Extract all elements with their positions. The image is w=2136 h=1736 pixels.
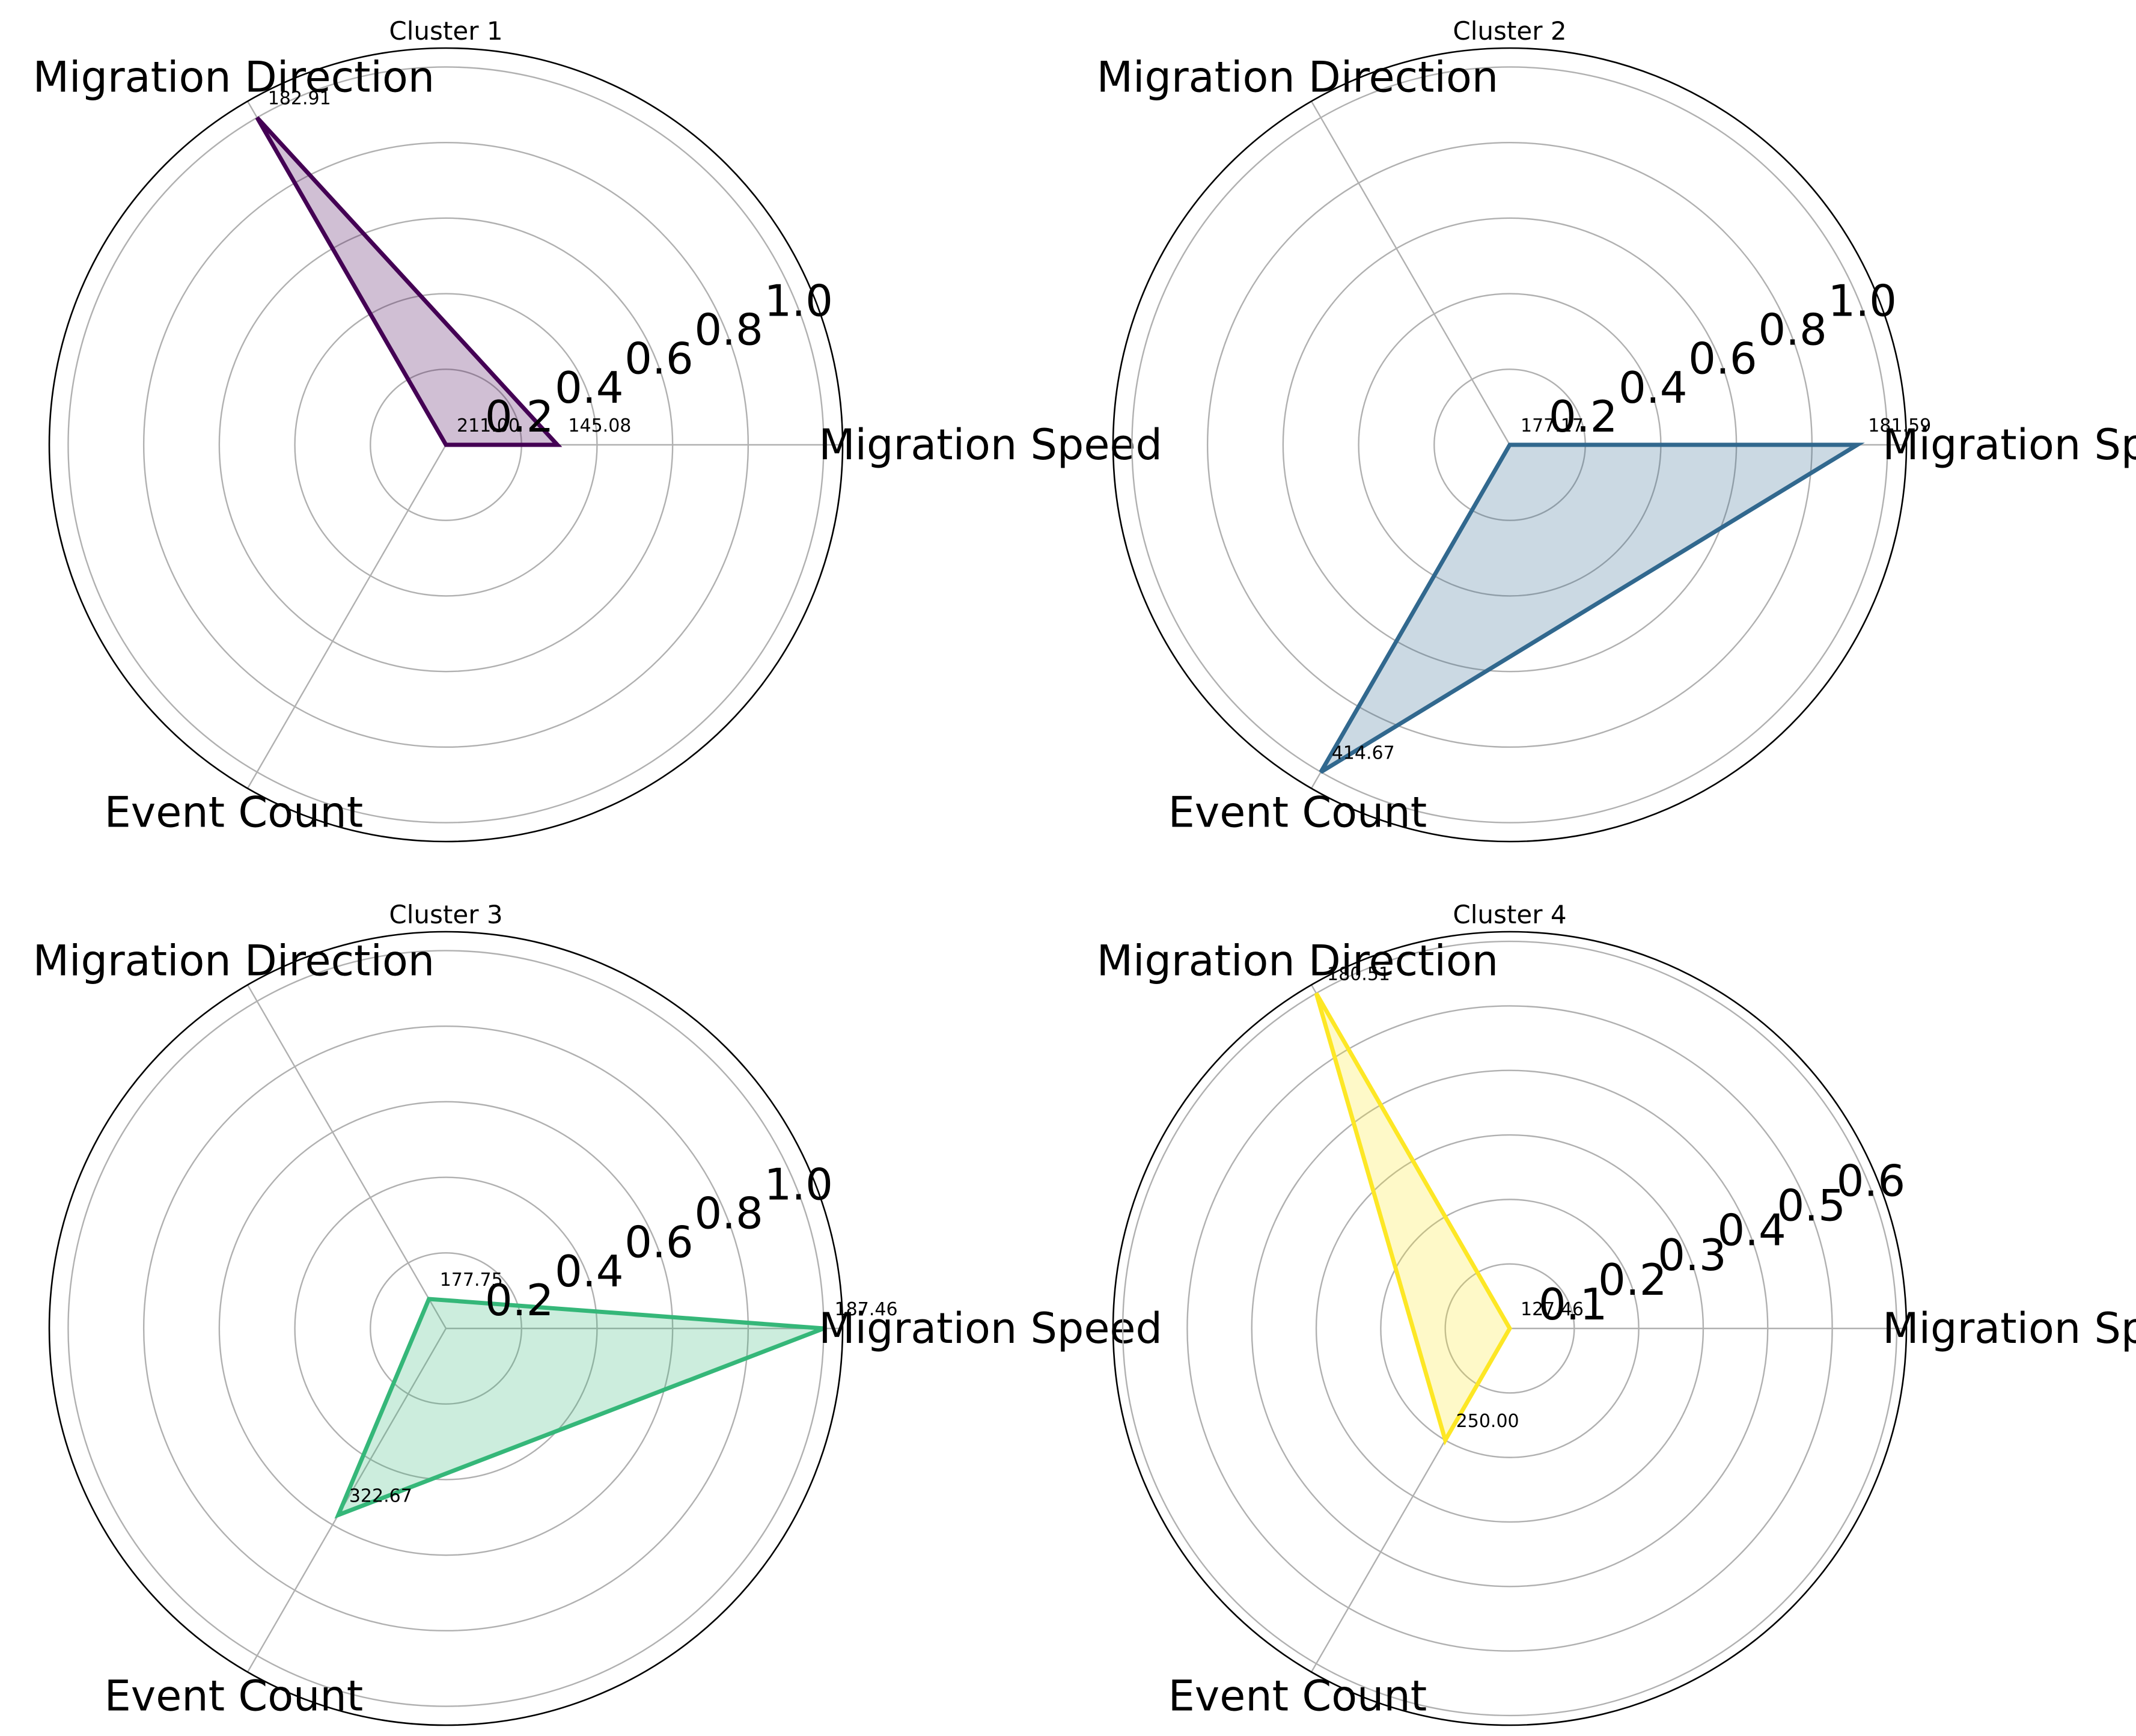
grid-spoke xyxy=(246,444,447,789)
polar-frame xyxy=(1112,931,1908,1726)
radial-tick-label: 0.4 xyxy=(555,1246,624,1297)
radial-tick-label: 0.4 xyxy=(1717,1205,1786,1256)
data-value-label: 127.46 xyxy=(1521,1299,1584,1320)
axis-label: Migration Direction xyxy=(1097,52,1499,102)
chart-title: Cluster 4 xyxy=(1453,900,1566,929)
radial-tick-label: 0.8 xyxy=(694,305,763,355)
radial-tick-label: 0.4 xyxy=(555,362,624,413)
chart-title: Cluster 2 xyxy=(1453,16,1566,46)
radar-panel-4: 0.10.20.30.40.50.6 Migration Speed Migrati… xyxy=(1097,900,2136,1726)
radial-tick-label: 0.6 xyxy=(624,1217,694,1268)
data-value-label: 181.59 xyxy=(1868,415,1931,436)
series-line xyxy=(334,1297,825,1519)
axis-label: Migration Direction xyxy=(1097,936,1499,985)
series-area xyxy=(1316,993,1510,1440)
radial-tick-label: 0.2 xyxy=(485,391,554,442)
data-value-label: 177.75 xyxy=(440,1270,503,1291)
radial-tick-label: 0.6 xyxy=(1688,334,1757,384)
grid-spoke xyxy=(246,984,447,1329)
radial-tick-label: 0.3 xyxy=(1658,1230,1727,1280)
data-value-label: 182.91 xyxy=(268,88,331,109)
data-value-label: 250.00 xyxy=(1456,1411,1519,1432)
axis-label: Migration Direction xyxy=(33,936,435,985)
chart-title: Cluster 3 xyxy=(389,900,502,929)
radial-tick-label: 0.5 xyxy=(1777,1181,1846,1231)
radar-panel-2: 0.20.40.60.81.0 Migration Speed Migration … xyxy=(1097,16,2136,843)
radial-tick-label: 0.8 xyxy=(1758,305,1827,355)
polar-frame xyxy=(48,931,844,1726)
radar-panel-1: 0.20.40.60.81.0 Migration Speed Migration … xyxy=(33,16,1162,843)
radial-tick-label: 1.0 xyxy=(764,275,833,326)
axis-label: Event Count xyxy=(105,788,364,837)
axis-label: Event Count xyxy=(105,1672,364,1721)
polar-frame xyxy=(48,47,844,843)
radial-tick-label: 1.0 xyxy=(1828,275,1897,326)
radial-tick-label: 0.4 xyxy=(1619,362,1688,413)
data-value-label: 177.17 xyxy=(1521,415,1584,436)
radial-tick-label: 0.6 xyxy=(1837,1156,1906,1206)
axis-label: Migration Speed xyxy=(819,420,1162,469)
radial-tick-label: 0.8 xyxy=(694,1188,763,1239)
axis-label: Event Count xyxy=(1168,1672,1427,1721)
radial-tick-label: 0.2 xyxy=(1549,391,1618,442)
radial-tick-label: 1.0 xyxy=(764,1159,833,1209)
axis-label: Migration Speed xyxy=(819,1304,1162,1353)
radar-panel-3: 0.20.40.60.81.0 Migration Speed Migration … xyxy=(33,900,1162,1726)
data-value-label: 187.46 xyxy=(835,1299,898,1320)
chart-title: Cluster 1 xyxy=(389,16,502,46)
series-line xyxy=(1319,442,1865,774)
series-line xyxy=(255,116,563,447)
data-value-label: 145.08 xyxy=(568,415,631,436)
radial-tick-label: 0.1 xyxy=(1539,1279,1608,1330)
axis-label: Migration Speed xyxy=(1882,1304,2136,1353)
polar-frame xyxy=(1112,47,1908,843)
grid-spoke xyxy=(246,1328,447,1673)
series-area xyxy=(338,1299,824,1515)
data-value-label: 211.00 xyxy=(457,415,520,436)
data-value-label: 322.67 xyxy=(349,1485,412,1506)
grid-spoke xyxy=(1310,100,1511,445)
data-value-label: 180.51 xyxy=(1327,964,1390,985)
data-value-label: 414.67 xyxy=(1332,742,1395,763)
radial-tick-label: 0.6 xyxy=(624,334,694,384)
series-line xyxy=(1314,992,1513,1446)
radial-tick-label: 0.2 xyxy=(1598,1255,1667,1305)
axis-label: Migration Direction xyxy=(33,52,435,102)
axis-label: Event Count xyxy=(1168,788,1427,837)
axis-label: Migration Speed xyxy=(1882,420,2136,469)
radial-tick-label: 0.2 xyxy=(485,1275,554,1325)
